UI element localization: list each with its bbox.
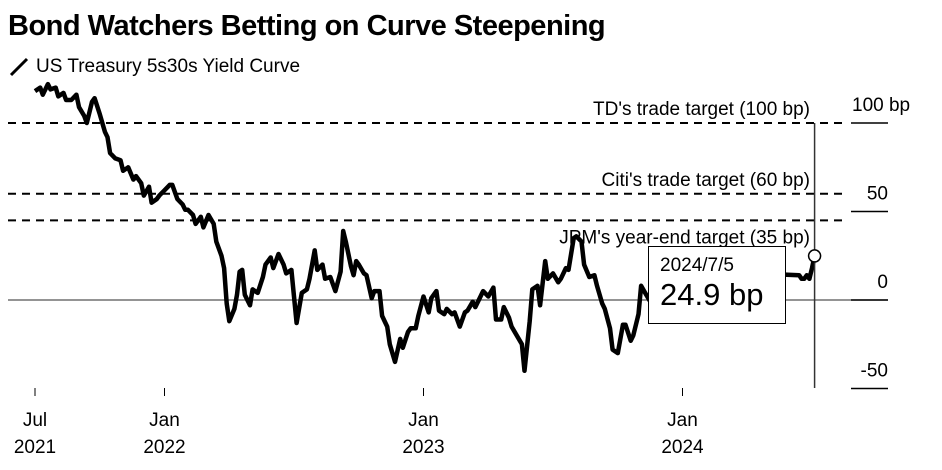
annotation-label: JPM's year-end target (35 bp) [559,227,810,248]
x-tick-label-month: Jan [408,410,439,431]
highlight-point [807,249,822,263]
annotation-label: TD's trade target (100 bp) [593,99,810,120]
x-tick-label-month: Jan [149,410,180,431]
x-tick-label-year: 2022 [143,437,185,458]
annotation-layer: TD's trade target (100 bp) Citi's trade t… [8,99,842,248]
x-tick-label-year: 2021 [14,437,56,458]
tooltip-date: 2024/7/5 [660,255,734,276]
x-tick-label-month: Jan [667,410,698,431]
chart-title: Bond Watchers Betting on Curve Steepenin… [8,10,606,42]
legend: US Treasury 5s30s Yield Curve [8,56,300,78]
y-tick-label: 0 [877,272,888,293]
tooltip: 2024/7/5 24.9 bp [648,246,786,324]
x-tick-label-year: 2023 [402,437,444,458]
x-tick-label-month: Jul [23,410,47,431]
y-tick-label: -50 [861,361,888,382]
tooltip-value: 24.9 bp [660,277,764,312]
y-tick-label: 50 [867,184,888,205]
line-swatch-icon [9,57,29,77]
y-tick-label: 100 bp [852,95,910,116]
y-axis: 100 bp 50 0 -50 [851,95,910,390]
x-tick-label-year: 2024 [661,437,704,458]
legend-label: US Treasury 5s30s Yield Curve [36,56,301,77]
annotation-label: Citi's trade target (60 bp) [602,170,811,191]
x-axis: Jul 2021 Jan 2022 Jan 2023 Jan 2024 [14,388,704,458]
